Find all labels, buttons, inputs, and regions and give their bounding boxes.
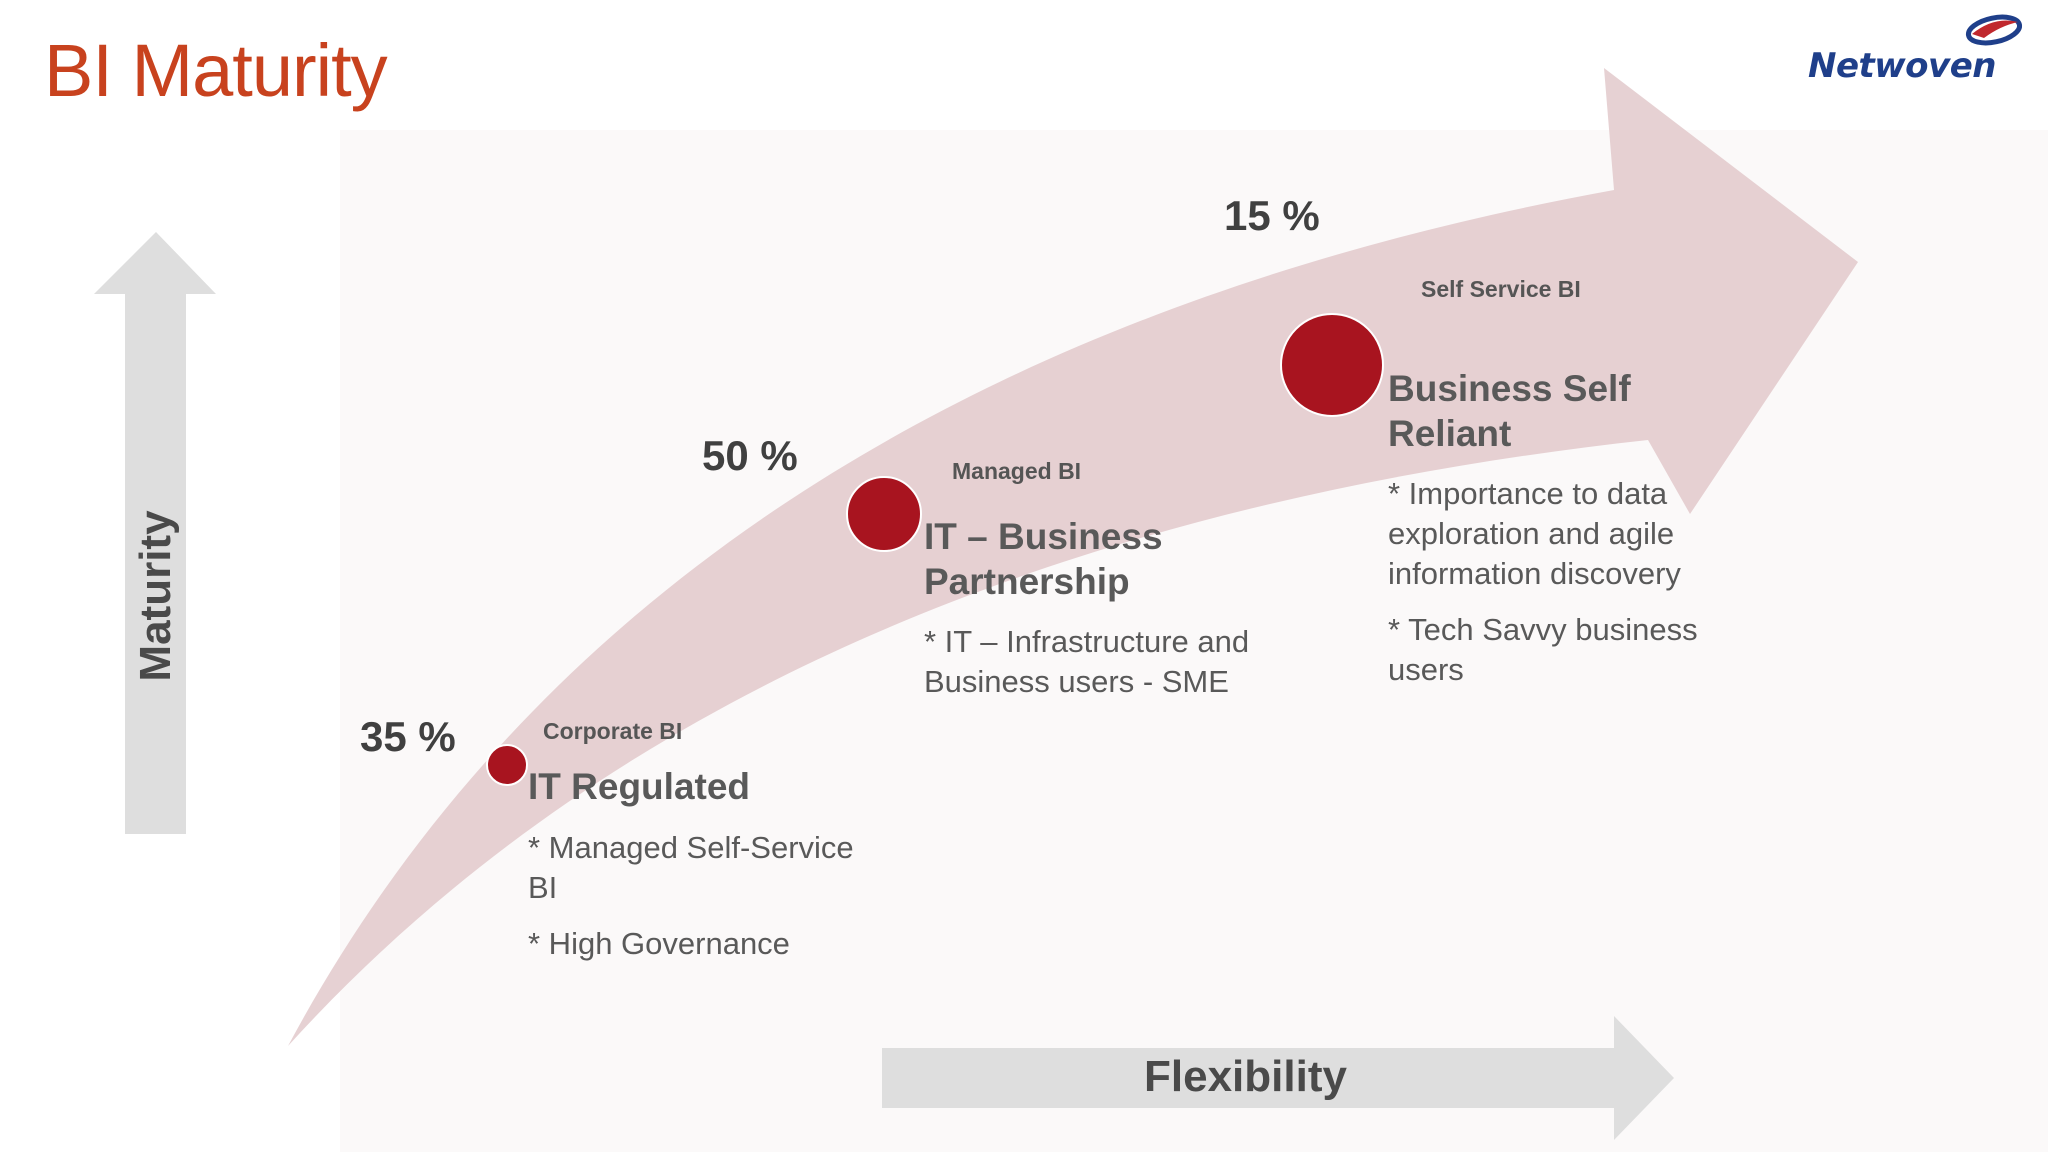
growth-curve-arrow xyxy=(288,68,1858,1046)
logo-text: Netwoven xyxy=(1808,46,1996,86)
stage-1-notes: * Managed Self-Service BI * High Governa… xyxy=(528,828,888,964)
stage-3-category: Self Service BI xyxy=(1421,276,1581,302)
logo-swoosh-icon xyxy=(1965,14,2023,46)
maturity-axis-arrow xyxy=(94,232,216,834)
stage-2-category: Managed BI xyxy=(952,458,1082,484)
flexibility-axis-label: Flexibility xyxy=(1144,1052,1347,1101)
stage-circle-self-service-bi xyxy=(1280,313,1384,417)
stage-3-note: * Importance to data exploration and agi… xyxy=(1388,476,1681,591)
flexibility-axis-arrow xyxy=(882,1016,1674,1140)
stage-3-notes: * Importance to data exploration and agi… xyxy=(1388,474,1728,690)
stage-circle-corporate-bi xyxy=(486,744,528,786)
netwoven-logo: Netwoven xyxy=(1808,8,2028,96)
stage-3-percent: 15 % xyxy=(1224,192,1320,239)
stage-1-category: Corporate BI xyxy=(543,718,683,744)
stage-circle-managed-bi xyxy=(846,476,922,552)
maturity-axis-label: Maturity xyxy=(131,510,180,682)
stage-1-percent: 35 % xyxy=(360,713,456,760)
stage-3-heading: Business Self Reliant xyxy=(1388,368,1631,454)
page-title: BI Maturity xyxy=(44,29,388,112)
stage-2-heading: IT – Business Partnership xyxy=(924,516,1163,602)
stage-1-heading: IT Regulated xyxy=(528,766,751,807)
stage-3-note: * Tech Savvy business users xyxy=(1388,612,1698,687)
stage-1-note: * High Governance xyxy=(528,926,790,961)
stage-1-note: * Managed Self-Service BI xyxy=(528,830,854,905)
stage-2-notes: * IT – Infrastructure and Business users… xyxy=(924,622,1254,702)
stage-2-percent: 50 % xyxy=(702,432,798,479)
stage-2-note: * IT – Infrastructure and Business users… xyxy=(924,624,1250,699)
